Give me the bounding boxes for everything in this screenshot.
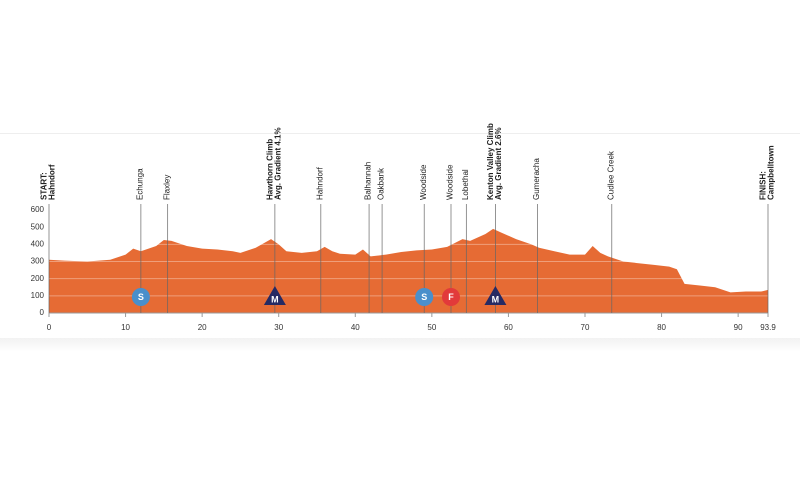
sprint-marker bbox=[441, 288, 460, 306]
waypoint-label: START: bbox=[40, 172, 49, 200]
waypoint-label: Avg. Gradient 4.1% bbox=[273, 127, 282, 200]
waypoint-label: Gumeracha bbox=[532, 158, 541, 200]
x-tick-label: 0 bbox=[47, 323, 52, 332]
marker-symbol: S bbox=[421, 292, 427, 302]
x-tick-label: 10 bbox=[121, 323, 130, 332]
x-tick-label: 70 bbox=[581, 323, 590, 332]
x-tick-label: 90 bbox=[734, 323, 743, 332]
y-tick-label: 600 bbox=[31, 205, 45, 214]
waypoint-label: Avg. Gradient 2.6% bbox=[494, 127, 503, 200]
x-tick-label: 30 bbox=[274, 323, 283, 332]
y-tick-label: 200 bbox=[31, 274, 45, 283]
waypoint-label: Hawthorn Climb bbox=[265, 139, 274, 200]
x-tick-label: 80 bbox=[657, 323, 666, 332]
waypoint-label: Echunga bbox=[135, 168, 144, 200]
x-tick-label: 60 bbox=[504, 323, 513, 332]
y-tick-label: 500 bbox=[31, 222, 45, 231]
sprint-marker bbox=[415, 288, 434, 306]
waypoint-label: Woodside bbox=[446, 164, 455, 200]
waypoint-label: Hahndorf bbox=[48, 164, 57, 200]
marker-symbol: S bbox=[138, 292, 144, 302]
waypoint-label: Lobethal bbox=[461, 169, 470, 200]
x-tick-label: 40 bbox=[351, 323, 360, 332]
waypoint-label: Hahndorf bbox=[315, 166, 324, 200]
x-tick-label: 93.9 bbox=[760, 323, 776, 332]
marker-symbol: M bbox=[492, 294, 500, 304]
waypoint-label: FINISH: bbox=[759, 171, 768, 200]
waypoint-label: Woodside bbox=[419, 164, 428, 200]
climb-marker bbox=[263, 286, 286, 305]
x-tick-label: 20 bbox=[198, 323, 207, 332]
y-tick-label: 400 bbox=[31, 239, 45, 248]
waypoint-label: Flaxley bbox=[162, 175, 171, 200]
x-tick-label: 50 bbox=[427, 323, 436, 332]
band-top bbox=[0, 133, 800, 134]
elevation-area bbox=[49, 228, 768, 313]
waypoint-label: Cudlee Creek bbox=[606, 150, 615, 200]
band-bottom bbox=[0, 338, 800, 352]
waypoint-label: Kenton Valley Climb bbox=[486, 123, 495, 200]
y-tick-label: 300 bbox=[31, 257, 45, 266]
marker-symbol: F bbox=[448, 292, 454, 302]
plot: 0 100 200 300 400 500 600 0 10 20 30 40 50 60 70 80 90 93… bbox=[31, 123, 777, 332]
sprint-marker bbox=[131, 288, 150, 306]
climb-marker bbox=[484, 286, 507, 305]
waypoint-label: Campbelltown bbox=[767, 145, 776, 200]
waypoint-label: Balhannah bbox=[364, 162, 373, 200]
waypoint-label: Oakbank bbox=[377, 167, 386, 200]
marker-symbol: M bbox=[271, 294, 279, 304]
y-tick-label: 0 bbox=[40, 308, 45, 317]
y-tick-label: 100 bbox=[31, 291, 45, 300]
